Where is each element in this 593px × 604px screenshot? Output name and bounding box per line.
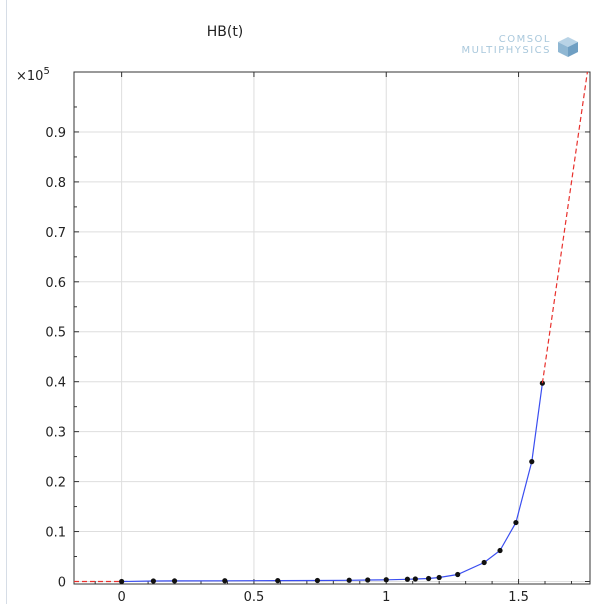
plot-title: HB(t) bbox=[206, 24, 244, 40]
x-tick-label: 1.5 bbox=[508, 590, 529, 604]
data-point bbox=[119, 578, 125, 585]
data-point bbox=[365, 577, 371, 583]
y-tick-label: 0.2 bbox=[45, 476, 66, 491]
data-point bbox=[513, 519, 519, 526]
window-border bbox=[6, 0, 7, 604]
y-tick-label: 0.6 bbox=[45, 276, 66, 291]
data-point bbox=[455, 571, 461, 578]
data-point bbox=[497, 547, 503, 554]
data-point bbox=[275, 578, 281, 584]
axis-ticks bbox=[74, 72, 590, 584]
x-tick-label: 1 bbox=[382, 590, 390, 604]
x-tick-label: 0 bbox=[117, 590, 125, 604]
data-point bbox=[539, 380, 545, 386]
data-point bbox=[383, 577, 389, 583]
series-line-3 bbox=[541, 71, 588, 384]
y-tick-label: 0 bbox=[58, 576, 66, 591]
y-tick-label: 0.1 bbox=[45, 526, 66, 541]
data-point bbox=[222, 578, 228, 584]
comsol-logo: COMSOL MULTIPHYSICS bbox=[405, 34, 585, 60]
x-tick-label: 0.5 bbox=[244, 590, 265, 604]
y-tick-label: 0.8 bbox=[45, 176, 66, 191]
y-tick-label: 0.3 bbox=[45, 426, 66, 441]
y-axis-labels: 0 0.1 0.2 0.3 0.4 0.5 0.6 0.7 0.8 0.9 bbox=[45, 126, 66, 591]
data-point bbox=[346, 577, 352, 583]
data-point bbox=[412, 576, 418, 582]
data-point bbox=[150, 578, 156, 584]
y-axis-multiplier-exponent: 5 bbox=[43, 66, 49, 77]
x-axis-labels: 0 0.5 1 1.5 bbox=[117, 590, 528, 604]
y-tick-label: 0.5 bbox=[45, 326, 66, 341]
logo-text: COMSOL MULTIPHYSICS bbox=[462, 34, 551, 56]
data-point bbox=[529, 459, 535, 465]
data-point bbox=[436, 574, 442, 581]
series-line-1 bbox=[121, 383, 543, 583]
data-point bbox=[481, 559, 487, 566]
y-tick-label: 0.7 bbox=[45, 226, 66, 241]
logo-line-1: COMSOL bbox=[498, 34, 551, 45]
y-tick-label: 0.9 bbox=[45, 126, 66, 141]
data-point bbox=[404, 576, 411, 582]
comsol-cube-icon bbox=[558, 37, 578, 57]
logo-line-2: MULTIPHYSICS bbox=[461, 45, 551, 56]
data-point bbox=[171, 578, 178, 584]
y-axis-multiplier: ×105 bbox=[16, 66, 50, 84]
data-series bbox=[74, 71, 588, 585]
y-tick-label: 0.4 bbox=[45, 376, 66, 391]
data-point bbox=[314, 577, 321, 584]
plot-area bbox=[73, 71, 591, 585]
data-point bbox=[425, 575, 432, 582]
grid bbox=[74, 72, 590, 584]
